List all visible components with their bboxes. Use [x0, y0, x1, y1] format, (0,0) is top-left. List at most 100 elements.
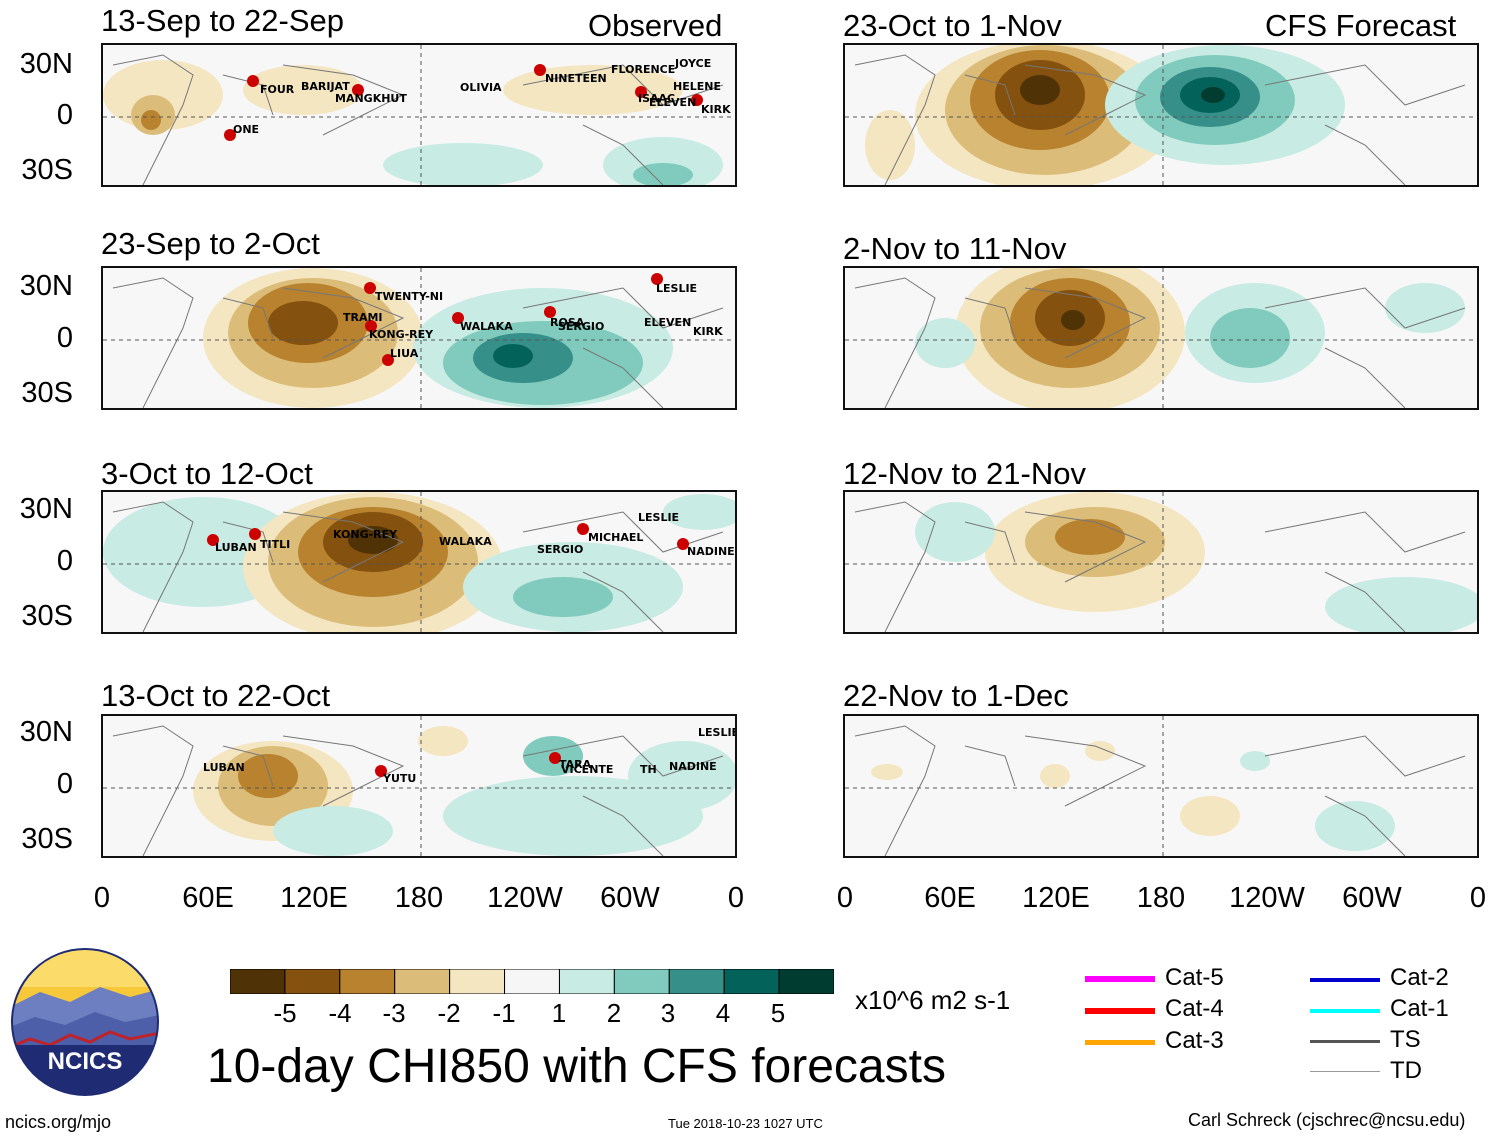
storm-label: LUBAN — [215, 541, 257, 554]
ncics-logo: NCICS — [10, 947, 160, 1097]
wet-anomaly — [603, 137, 723, 185]
dry-anomaly — [1085, 741, 1115, 761]
colorbar-swatch — [668, 968, 725, 995]
legend-label: Cat-3 — [1165, 1027, 1224, 1054]
storm-label: LIUA — [390, 347, 419, 360]
colorbar-tick-label: -5 — [273, 998, 297, 1028]
storm-marker — [577, 523, 589, 535]
coastline — [854, 277, 1466, 408]
storm-marker — [375, 765, 387, 777]
storm-label: VICENTE — [561, 763, 613, 776]
legend-swatch-cat5 — [1085, 976, 1155, 982]
colorbar-tick-label: 5 — [770, 998, 786, 1028]
storm-label: KONG-REY — [333, 528, 398, 541]
dry-anomaly — [1061, 310, 1085, 330]
footer-url[interactable]: ncics.org/mjo — [5, 1112, 112, 1132]
storm-label: TARA — [559, 758, 592, 771]
y-tick-label: 30S — [21, 154, 73, 186]
x-tick-label: 60E — [182, 882, 234, 914]
storm-label: TWENTY-NI — [375, 290, 443, 303]
storm-label: ELEVEN — [644, 316, 691, 329]
coastline — [854, 501, 1466, 632]
legend-label: TD — [1390, 1057, 1422, 1084]
y-tick-label: 30S — [21, 600, 73, 632]
storm-marker — [549, 752, 561, 764]
storm-label: FLORENCE — [611, 63, 675, 76]
footer-timestamp: Tue 2018-10-23 1027 UTC — [668, 1116, 823, 1131]
panel-title: 23-Oct to 1-Nov — [843, 8, 1062, 43]
dry-anomaly — [1020, 75, 1060, 105]
storm-label: YUTU — [382, 772, 416, 785]
coastline — [854, 54, 1466, 185]
colorbar-tick-label: -1 — [492, 998, 516, 1028]
storm-label: TITLI — [260, 538, 290, 551]
panel-title: 23-Sep to 2-Oct — [101, 226, 320, 261]
dry-anomaly — [1055, 519, 1125, 555]
dry-anomaly — [1180, 796, 1240, 836]
storm-marker — [651, 273, 663, 285]
colorbar-swatch — [339, 968, 396, 995]
wet-anomaly — [1201, 87, 1225, 103]
panel-title: 13-Oct to 22-Oct — [101, 678, 331, 713]
legend-label: Cat-4 — [1165, 995, 1224, 1022]
colorbar-tick-label: 2 — [606, 998, 622, 1028]
x-tick-label: 120E — [280, 882, 348, 914]
wet-anomaly — [1240, 751, 1270, 771]
panel-corner-label: Observed — [588, 8, 723, 43]
dry-anomaly — [243, 65, 363, 115]
storm-label: JOYCE — [674, 57, 711, 70]
storm-marker — [249, 528, 261, 540]
storm-label: MANGKHUT — [335, 92, 407, 105]
x-tick-label: 180 — [1136, 882, 1186, 914]
colorbar-tick-label: -3 — [382, 998, 406, 1028]
panel-title: 22-Nov to 1-Dec — [843, 678, 1069, 713]
panel-title: 12-Nov to 21-Nov — [843, 456, 1086, 491]
storm-label: WALAKA — [439, 535, 492, 548]
legend-label: Cat-1 — [1390, 995, 1449, 1022]
coastline — [112, 501, 724, 632]
wet-anomaly — [1210, 308, 1290, 368]
colorbar-swatch — [229, 968, 286, 995]
dry-anomaly — [238, 754, 298, 798]
x-tick-label: 60E — [924, 882, 976, 914]
storm-label: ISAAC — [638, 92, 675, 105]
colorbar-tick-label: 4 — [715, 998, 731, 1028]
wet-anomaly — [663, 494, 735, 530]
storm-label: BARIJAT — [301, 80, 350, 93]
x-tick-label: 120E — [1022, 882, 1090, 914]
legend-label: Cat-5 — [1165, 964, 1224, 991]
legend-swatch-ts — [1310, 1040, 1380, 1043]
map-plot: LUBAN TITLI KONG-REY WALAKA SERGIO MICHA… — [101, 490, 737, 634]
legend-swatch-td — [1310, 1071, 1380, 1072]
storm-marker — [224, 129, 236, 141]
storm-marker — [534, 64, 546, 76]
colorbar-swatch — [504, 968, 560, 995]
panel-title: 3-Oct to 12-Oct — [101, 456, 313, 491]
y-tick-label: 30N — [19, 270, 73, 302]
dry-anomaly — [865, 110, 915, 180]
colorbar-tick-label: 3 — [660, 998, 676, 1028]
storm-marker — [691, 94, 703, 106]
x-tick-label: 120W — [487, 882, 563, 914]
storm-marker — [364, 282, 376, 294]
y-tick-label: 0 — [56, 99, 73, 131]
storm-marker — [452, 312, 464, 324]
panel-title: 2-Nov to 11-Nov — [843, 231, 1067, 266]
colorbar-units: x10^6 m2 s-1 — [855, 985, 1011, 1015]
storm-label: LESLIE — [656, 282, 697, 295]
storm-label: ELEVEN — [649, 96, 696, 109]
colorbar-swatch — [394, 968, 451, 995]
dry-anomaly — [141, 110, 161, 130]
dry-anomaly — [1040, 764, 1070, 788]
wet-anomaly — [383, 143, 543, 185]
storm-label: NINETEEN — [545, 72, 607, 85]
storm-label: KIRK — [701, 103, 731, 116]
storm-label: LESLIE — [698, 726, 737, 739]
map-plot — [843, 714, 1479, 858]
storm-marker — [365, 320, 377, 332]
storm-label: SERGIO — [537, 543, 583, 556]
storm-label: LESLIE — [638, 511, 679, 524]
storm-label: WALAKA — [460, 320, 513, 333]
storm-label: SERGIO — [558, 320, 604, 333]
storm-marker — [247, 75, 259, 87]
